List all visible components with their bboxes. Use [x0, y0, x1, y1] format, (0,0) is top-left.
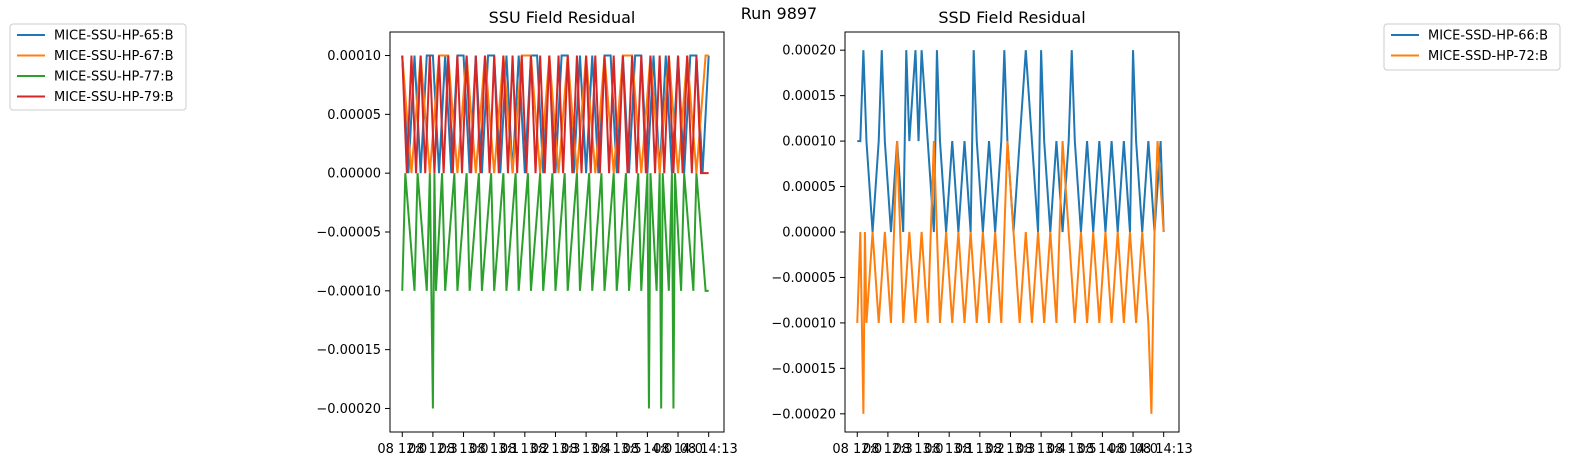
ssu-x-tick-label-10: 08 14:13 [680, 442, 738, 457]
ssd-y-tick-label-0: 0.00020 [782, 44, 836, 59]
ssu-y-axis: 0.00010 0.00005 0.00000 −0.00005 −0.00010 −0.… [316, 49, 390, 417]
ssu-x-tick-label-1: 08 12:3 [408, 442, 458, 457]
ssd-x-tick-label-0: 08 12:0 [832, 442, 882, 457]
ssu-series-line-3 [401, 55, 709, 175]
ssd-legend-label-1: MICE-SSD-HP-72:B [1428, 49, 1548, 64]
ssu-x-tick-label-3: 08 13:1 [469, 442, 519, 457]
ssu-x-tick-label-5: 08 13:3 [531, 442, 581, 457]
ssu-x-axis: 08 12:008 12:308 13:008 13:108 13:208 13… [377, 432, 738, 457]
ssd-y-tick-label-3: 0.00005 [782, 180, 836, 195]
ssd-y-tick-label-7: −0.00015 [771, 362, 836, 377]
ssd-y-tick-label-4: 0.00000 [782, 226, 836, 241]
ssd-y-tick-label-6: −0.00010 [771, 316, 836, 331]
ssd-x-tick-label-7: 08 13:5 [1047, 442, 1097, 457]
ssd-plot-title: SSD Field Residual [938, 8, 1085, 27]
ssu-y-tick-label-2: 0.00000 [327, 167, 381, 182]
ssu-x-tick-label-0: 08 12:0 [377, 442, 427, 457]
ssu-x-tick-label-8: 08 14:0 [622, 442, 672, 457]
ssd-x-tick-label-8: 08 14:0 [1077, 442, 1127, 457]
ssu-y-tick-label-0: 0.00010 [327, 49, 381, 64]
ssu-legend: MICE-SSU-HP-65:B MICE-SSU-HP-67:B MICE-SSU… [9, 23, 187, 111]
ssd-plot-panel: SSD Field Residual 0.00020 0.00015 0.00010… [771, 8, 1192, 457]
ssd-series-line-1 [856, 141, 1165, 414]
ssd-x-tick-label-10: 08 14:13 [1135, 442, 1193, 457]
ssu-series-line-0 [401, 54, 710, 174]
ssu-y-tick-label-5: −0.00015 [316, 343, 381, 358]
ssd-legend-frame [1383, 23, 1561, 71]
ssu-x-tick-label-6: 08 13:4 [561, 442, 611, 457]
ssd-y-axis: 0.00020 0.00015 0.00010 0.00005 0.00000 −0.00… [771, 44, 845, 422]
ssu-y-tick-label-3: −0.00005 [316, 226, 381, 241]
ssu-legend-label-3: MICE-SSU-HP-79:B [54, 90, 174, 105]
ssd-plot-frame [844, 31, 1180, 433]
ssd-y-tick-label-2: 0.00010 [782, 135, 836, 150]
ssd-x-tick-label-9: 08 14:0 [1108, 442, 1158, 457]
ssd-x-axis: 08 12:008 12:308 13:008 13:108 13:208 13… [832, 432, 1193, 457]
ssu-y-tick-label-1: 0.00005 [327, 108, 381, 123]
ssu-x-tick-label-7: 08 13:5 [592, 442, 642, 457]
ssu-x-tick-label-4: 08 13:2 [500, 442, 550, 457]
ssu-plot-title: SSU Field Residual [489, 8, 636, 27]
ssd-x-tick-label-5: 08 13:3 [986, 442, 1036, 457]
ssu-x-tick-label-9: 08 14:0 [653, 442, 703, 457]
ssu-series-line-2 [401, 173, 709, 409]
ssu-y-tick-label-4: −0.00010 [316, 284, 381, 299]
ssu-plot-lines [401, 54, 710, 409]
ssd-x-tick-label-1: 08 12:3 [863, 442, 913, 457]
ssd-y-tick-label-5: −0.00005 [771, 271, 836, 286]
ssu-legend-frame [9, 23, 187, 111]
ssd-x-tick-label-4: 08 13:2 [955, 442, 1005, 457]
ssu-y-tick-label-6: −0.00020 [316, 402, 381, 417]
ssu-legend-label-1: MICE-SSU-HP-67:B [54, 49, 174, 64]
ssd-series-line-0 [857, 50, 1165, 233]
ssd-legend-label-0: MICE-SSD-HP-66:B [1428, 29, 1548, 44]
ssd-legend: MICE-SSD-HP-66:B MICE-SSD-HP-72:B [1383, 23, 1561, 71]
ssu-legend-label-2: MICE-SSU-HP-77:B [54, 70, 174, 85]
ssu-plot-panel: SSU Field Residual 0.00010 0.00005 0.00000… [316, 8, 737, 457]
ssd-x-tick-label-6: 08 13:4 [1016, 442, 1066, 457]
figure-suptitle: Run 9897 [741, 4, 817, 23]
ssu-x-tick-label-2: 08 13:0 [439, 442, 489, 457]
ssu-legend-label-0: MICE-SSU-HP-65:B [54, 29, 174, 44]
ssd-plot-lines [856, 50, 1165, 414]
ssd-x-tick-label-3: 08 13:1 [924, 442, 974, 457]
ssd-x-tick-label-2: 08 13:0 [894, 442, 944, 457]
ssd-y-tick-label-8: −0.00020 [771, 407, 836, 422]
ssd-y-tick-label-1: 0.00015 [782, 89, 836, 104]
